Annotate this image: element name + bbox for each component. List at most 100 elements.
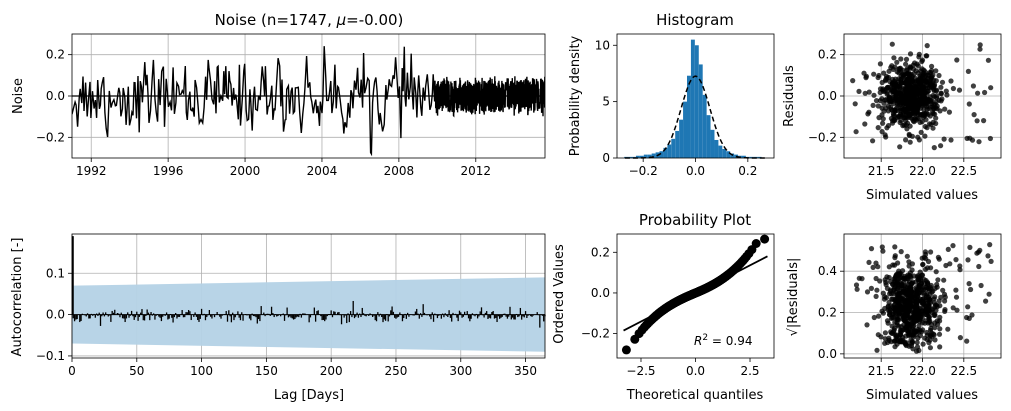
scale-location-point [900,315,907,321]
scale-location-point [909,281,915,287]
quantile-point [760,234,770,244]
residual-point [982,89,988,96]
scale-location-point [986,291,992,297]
scale-location-point [935,277,941,283]
scale-location-point [977,247,983,253]
scale-location-point [916,283,922,289]
histogram-bar [718,145,723,158]
residual-point [971,112,977,118]
scale-location-point [920,262,926,268]
scale-location-point [945,246,951,252]
scale-location-point [912,315,918,321]
residual-point [894,59,900,65]
residual-point [976,139,982,145]
scale-location-point [932,304,938,310]
scale-location-point [937,326,943,332]
residual-point [883,105,889,111]
histogram-ylabel: Probability density [568,35,583,156]
histogram-bar [741,155,746,158]
scale-location-point [932,337,938,343]
scale-location-point [928,325,934,331]
residual-point [889,63,895,69]
residual-point [890,111,897,117]
x-tick-label: −2.5 [626,364,655,378]
residual-point [922,133,928,139]
x-tick-label: 50 [129,364,144,378]
scale-location-point [915,335,921,341]
scale-location-point [957,267,963,273]
scale-location-point [988,258,994,264]
scale-location-xlabel: Simulated values [866,388,978,403]
scale-location-point [906,263,912,269]
scale-location-point [922,308,928,314]
noise-panel: 1992 1996 2000 2004 2008 2012 −0.2 0.0 0.2 Noise… [11,11,546,178]
residual-point [931,102,937,108]
y-tick-label: 0.2 [818,306,837,320]
scale-location-point [950,305,956,311]
residual-point [898,76,904,82]
ticks: −2.5 0.0 2.5 −0.2 0.0 0.2 [581,245,760,378]
probability-plot-area: −2.5 0.0 2.5 −0.2 0.0 0.2 [581,233,775,378]
residual-point [875,103,881,109]
residuals-ylabel: Residuals [782,65,797,127]
scale-location-point [968,286,974,293]
scale-location-point [880,248,886,254]
residual-point [897,144,903,150]
x-tick-label: 22.0 [909,164,936,178]
y-tick-label: −0.2 [808,130,837,144]
scale-location-point [913,348,920,354]
residual-point [938,84,944,90]
histogram-bar [690,39,695,158]
x-tick-label: −0.2 [629,164,658,178]
scale-location-point [957,263,963,269]
scale-location-point [987,242,993,248]
scale-location-point [964,338,970,344]
residuals-scatter-panel: 21.5 22.0 22.5−0.20.00.2 Simulated values … [782,33,1002,203]
scale-location-point [917,316,923,323]
residual-point [873,98,880,104]
residual-point [894,79,901,86]
y-tick-label: −0.2 [581,327,610,341]
scale-location-point [879,244,885,250]
histogram-bar [643,154,648,158]
residual-point [907,101,914,108]
residual-point [924,43,930,49]
scale-location-point [923,293,929,299]
scale-location-point [908,293,914,299]
scale-location-point [894,316,900,322]
scale-location-point [922,320,928,326]
scale-location-point [932,285,938,291]
residual-point [871,92,877,98]
residual-point [863,73,870,79]
residual-point [924,53,930,59]
scale-location-point [892,262,898,268]
scale-location-point [853,282,860,288]
residual-point [906,76,912,82]
scale-location-point [936,298,942,304]
residual-point [921,70,927,76]
probability-plot-panel: −2.5 0.0 2.5 −0.2 0.0 0.2 Probability Plot Th… [552,211,775,403]
ticks: 21.5 22.0 22.5 0.0 0.2 0.4 [818,264,977,378]
scale-location-point [966,281,972,287]
scale-location-point [942,294,948,300]
x-tick-label: 1992 [76,164,107,178]
scale-location-point [921,281,927,287]
scale-location-point [954,307,960,313]
residual-point [876,115,882,121]
scale-location-point [894,336,900,342]
scale-location-point [905,276,911,282]
residual-point [893,92,899,98]
residual-point [903,88,909,94]
ticks: 21.5 22.0 22.5 −0.2 0.0 0.2 [808,48,977,178]
scale-location-point [926,314,932,320]
residuals-xlabel: Simulated values [866,188,978,203]
fit-line [623,255,768,332]
residual-point [898,68,904,74]
scale-location-point [926,340,932,346]
residual-point [977,42,983,48]
scale-location-point [912,304,918,310]
x-tick-label: 150 [255,364,278,378]
scale-location-point [910,320,916,326]
residual-point [948,78,954,84]
scale-location-point [919,296,926,302]
